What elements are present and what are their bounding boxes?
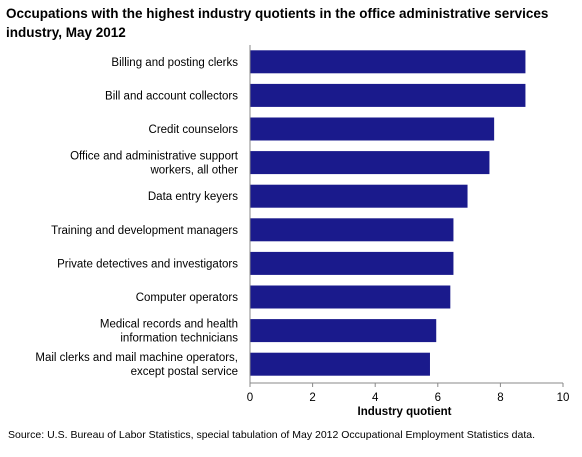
category-label-line: workers, all other bbox=[149, 165, 238, 177]
category-label-line: Credit counselors bbox=[149, 124, 239, 136]
category-label-line: Computer operators bbox=[136, 292, 239, 304]
category-label-line: except postal service bbox=[131, 366, 238, 378]
x-tick-label: 4 bbox=[372, 392, 379, 404]
category-label-2: Credit counselors bbox=[149, 124, 239, 136]
category-label-8: Medical records and health information te… bbox=[100, 319, 238, 345]
bar-8 bbox=[250, 319, 437, 343]
bar-6 bbox=[250, 251, 454, 275]
x-tick-label: 0 bbox=[247, 392, 253, 404]
bar-9 bbox=[250, 352, 430, 376]
category-label-line: Office and administrative support bbox=[70, 151, 239, 163]
bar-0 bbox=[250, 50, 526, 74]
bar-2 bbox=[250, 117, 495, 141]
category-label-line: Medical records and health bbox=[100, 319, 238, 331]
category-label-6: Private detectives and investigators bbox=[57, 258, 238, 270]
bar-3 bbox=[250, 151, 490, 175]
category-label-line: Training and development managers bbox=[51, 225, 238, 237]
category-label-line: Private detectives and investigators bbox=[57, 258, 238, 270]
bars bbox=[250, 50, 526, 376]
category-label-4: Data entry keyers bbox=[148, 191, 238, 203]
bar-1 bbox=[250, 83, 526, 107]
x-tick-label: 8 bbox=[497, 392, 503, 404]
category-label-line: Bill and account collectors bbox=[105, 90, 238, 102]
bar-5 bbox=[250, 218, 454, 242]
bar-7 bbox=[250, 285, 451, 309]
bar-4 bbox=[250, 184, 468, 208]
x-axis-title: Industry quotient bbox=[358, 406, 452, 418]
category-label-3: Office and administrative support workers… bbox=[70, 151, 239, 177]
category-label-7: Computer operators bbox=[136, 292, 239, 304]
x-tick-label: 10 bbox=[557, 392, 570, 404]
category-label-line: Billing and posting clerks bbox=[111, 57, 238, 69]
category-label-5: Training and development managers bbox=[51, 225, 238, 237]
chart-title: Occupations with the highest industry qu… bbox=[6, 6, 549, 40]
category-label-line: information technicians bbox=[120, 333, 238, 345]
category-label-0: Billing and posting clerks bbox=[111, 57, 238, 69]
x-tick-label: 2 bbox=[309, 392, 315, 404]
x-axis: 0 2 4 6 8 10 bbox=[247, 45, 570, 404]
category-label-9: Mail clerks and mail machine operators, e… bbox=[35, 352, 238, 378]
source-note: Source: U.S. Bureau of Labor Statistics,… bbox=[8, 429, 536, 441]
category-labels: Billing and posting clerks Bill and accou… bbox=[35, 57, 238, 378]
x-tick-label: 6 bbox=[435, 392, 441, 404]
category-label-1: Bill and account collectors bbox=[105, 90, 238, 102]
category-label-line: Data entry keyers bbox=[148, 191, 238, 203]
category-label-line: Mail clerks and mail machine operators, bbox=[35, 352, 238, 364]
